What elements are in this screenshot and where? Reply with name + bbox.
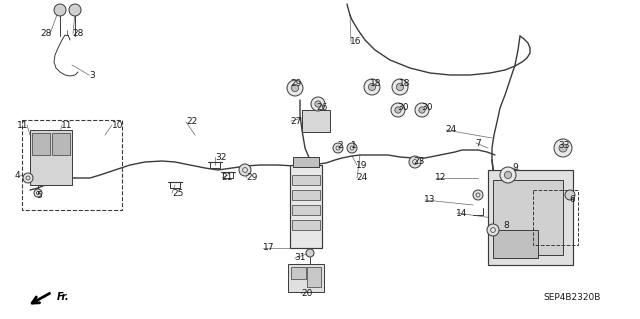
Text: 8: 8: [503, 220, 509, 229]
Circle shape: [487, 224, 499, 236]
Circle shape: [500, 167, 516, 183]
Text: 28: 28: [72, 29, 83, 39]
Circle shape: [395, 107, 401, 113]
Text: 17: 17: [263, 243, 275, 253]
Circle shape: [287, 80, 303, 96]
Text: 32: 32: [215, 152, 227, 161]
Circle shape: [315, 101, 321, 107]
Circle shape: [396, 83, 404, 91]
Text: 31: 31: [294, 254, 305, 263]
Circle shape: [419, 107, 425, 113]
Text: 11: 11: [61, 121, 72, 130]
Text: 28: 28: [40, 29, 52, 39]
Bar: [290, 165, 322, 248]
Circle shape: [559, 144, 567, 152]
Text: 19: 19: [356, 160, 367, 169]
Text: 12: 12: [435, 174, 446, 182]
Bar: [32, 133, 50, 155]
Text: 30: 30: [397, 102, 408, 112]
Text: 14: 14: [456, 209, 467, 218]
Text: Fr.: Fr.: [57, 292, 70, 302]
Text: 25: 25: [172, 189, 184, 197]
Text: 7: 7: [475, 138, 481, 147]
Text: 2: 2: [337, 140, 342, 150]
Text: 29: 29: [290, 78, 301, 87]
Text: 3: 3: [89, 70, 95, 79]
Circle shape: [34, 189, 42, 197]
Text: 24: 24: [356, 174, 367, 182]
Text: 22: 22: [186, 117, 197, 127]
Bar: [302, 110, 330, 132]
Text: 30: 30: [421, 102, 433, 112]
Bar: [493, 180, 563, 255]
Bar: [30, 130, 72, 185]
Text: 21: 21: [221, 174, 232, 182]
Bar: [291, 267, 306, 279]
Bar: [292, 220, 320, 230]
Text: SEP4B2320B: SEP4B2320B: [543, 293, 600, 302]
Bar: [52, 133, 70, 155]
Bar: [293, 157, 319, 167]
Circle shape: [291, 85, 299, 92]
Text: 27: 27: [290, 116, 301, 125]
Bar: [292, 190, 320, 200]
Text: 1: 1: [351, 140, 356, 150]
Text: 18: 18: [399, 79, 410, 88]
Circle shape: [69, 4, 81, 16]
Text: 23: 23: [413, 158, 424, 167]
Text: 6: 6: [569, 195, 575, 204]
Circle shape: [504, 171, 511, 179]
Bar: [292, 175, 320, 185]
Circle shape: [333, 143, 343, 153]
Circle shape: [306, 249, 314, 257]
Circle shape: [409, 156, 421, 168]
Text: 26: 26: [316, 103, 328, 113]
Bar: [307, 267, 321, 287]
Text: 11: 11: [17, 121, 28, 130]
Text: 5: 5: [36, 191, 42, 201]
Text: 29: 29: [246, 174, 257, 182]
Bar: [22, 120, 122, 210]
Bar: [493, 230, 538, 258]
Text: 4: 4: [14, 170, 20, 180]
Text: 24: 24: [445, 125, 456, 135]
Circle shape: [392, 79, 408, 95]
Text: 13: 13: [424, 196, 435, 204]
Circle shape: [391, 103, 405, 117]
Bar: [533, 190, 578, 245]
Circle shape: [239, 164, 251, 176]
Circle shape: [369, 83, 376, 91]
Circle shape: [23, 173, 33, 183]
Circle shape: [554, 139, 572, 157]
Text: 33: 33: [558, 140, 570, 150]
Circle shape: [473, 190, 483, 200]
Circle shape: [311, 97, 325, 111]
Circle shape: [364, 79, 380, 95]
Text: 9: 9: [512, 164, 518, 173]
Bar: [488, 170, 573, 265]
Bar: [292, 205, 320, 215]
Text: 10: 10: [112, 121, 124, 130]
Bar: [288, 264, 324, 292]
Circle shape: [54, 4, 66, 16]
Text: 16: 16: [350, 38, 362, 47]
Circle shape: [415, 103, 429, 117]
Circle shape: [347, 143, 357, 153]
Text: 18: 18: [370, 79, 381, 88]
Circle shape: [565, 190, 575, 200]
Text: 20: 20: [301, 290, 312, 299]
